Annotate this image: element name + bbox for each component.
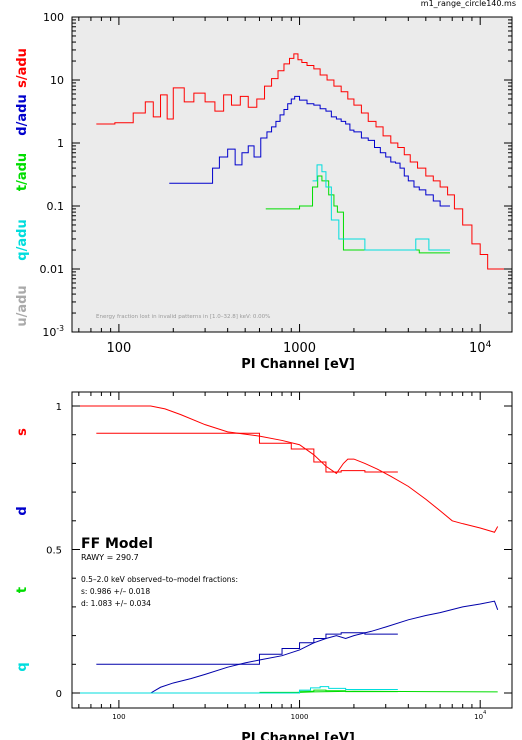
upper-y-tick-label: 100: [43, 11, 64, 24]
lower-series-q: [72, 686, 398, 694]
upper-panel: 100 1000 104 100 10 1 0.1 0.01 10-3 Energy fract…: [15, 11, 513, 372]
upper-y-tick-label: 0.1: [47, 200, 65, 213]
lower-series-s-observed: [96, 432, 398, 473]
lower-y-tick-label: 1: [56, 402, 62, 413]
lower-plot-area: [71, 391, 513, 709]
lower-panel: 100 1000 104 1 0.5 0 FF Model RAWY = 290.7 0.…: [15, 391, 513, 740]
upper-series-t-adu: [265, 175, 450, 254]
upper-x-tick-label: 104: [469, 340, 492, 356]
upper-y-tick-label: 10-3: [42, 324, 64, 339]
upper-y-tick-label: 1: [57, 137, 64, 150]
lower-series-s: [72, 405, 499, 533]
model-title: FF Model: [81, 536, 153, 552]
upper-x-tick-label: 1000: [283, 341, 316, 356]
upper-x-tick-label: 100: [106, 341, 131, 356]
filename-label: m1_range_circle140.ms: [421, 0, 516, 8]
upper-x-axis-label: PI Channel [eV]: [241, 357, 355, 372]
legend-t-adu: t/adu: [15, 153, 30, 191]
rawy-label: RAWY = 290.7: [81, 553, 139, 562]
legend-t: t: [15, 587, 30, 593]
legend-q-adu: q/adu: [15, 219, 30, 260]
upper-axes: 100 1000 104 100 10 1 0.1 0.01 10-3: [40, 11, 512, 356]
fractions-title: 0.5–2.0 keV observed–to–model fractions:: [81, 575, 238, 584]
upper-y-tick-label: 0.01: [40, 263, 65, 276]
lower-x-axis-label: PI Channel [eV]: [241, 731, 355, 740]
lower-x-tick-label: 104: [474, 710, 486, 721]
fraction-d: d: 1.083 +/– 0.034: [81, 599, 151, 608]
legend-u-adu: u/adu: [15, 285, 30, 326]
legend-s: s: [15, 428, 30, 436]
fraction-s: s: 0.986 +/– 0.018: [81, 587, 150, 596]
lower-axes: 100 1000 104 1 0.5 0: [46, 392, 512, 721]
legend-q: q: [15, 662, 30, 671]
lower-y-tick-label: 0: [56, 689, 62, 700]
upper-series-q-adu: [312, 164, 450, 251]
upper-series-d-adu: [169, 95, 450, 207]
legend-d-adu: d/adu: [15, 94, 30, 135]
legend-d: d: [15, 506, 30, 515]
upper-plot-area: [71, 16, 513, 333]
lower-series-group: [72, 405, 499, 694]
lower-x-tick-label: 100: [112, 713, 125, 721]
upper-series-group: [96, 53, 512, 270]
lower-y-tick-label: 0.5: [46, 546, 62, 557]
energy-fraction-annotation: Energy fraction lost in invalid patterns…: [96, 314, 270, 320]
lower-x-tick-label: 1000: [291, 713, 309, 721]
upper-series-s-adu: [96, 53, 512, 270]
legend-s-adu: s/adu: [15, 48, 30, 88]
upper-y-tick-label: 10: [50, 74, 64, 87]
lower-series-d-observed: [96, 632, 398, 665]
